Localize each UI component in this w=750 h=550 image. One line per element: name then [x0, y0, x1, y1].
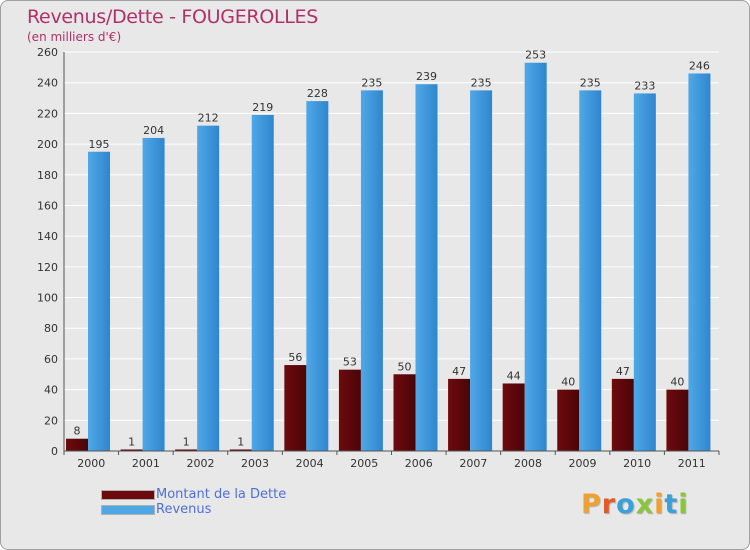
- x-tick-label: 2000: [77, 457, 105, 470]
- bar-dette: [448, 378, 471, 451]
- value-label-revenus: 235: [471, 76, 492, 89]
- legend-label-revenus: Revenus: [156, 502, 212, 517]
- value-label-revenus: 195: [89, 138, 110, 151]
- y-tick-label: 100: [37, 292, 58, 305]
- legend-swatch-dette: [101, 490, 155, 500]
- value-label-dette: 8: [74, 425, 81, 438]
- value-label-dette: 1: [183, 435, 190, 448]
- logo-letter: P: [581, 489, 602, 520]
- bar-dette: [229, 449, 252, 451]
- bar-dette: [175, 449, 198, 451]
- bar-revenus: [470, 90, 493, 451]
- legend-swatch-revenus: [101, 505, 155, 515]
- y-tick-label: 200: [37, 138, 58, 151]
- x-tick-label: 2001: [132, 457, 160, 470]
- bars: [66, 62, 711, 452]
- x-tick-label: 2009: [569, 457, 597, 470]
- logo-letter: x: [635, 489, 655, 520]
- value-label-dette: 56: [288, 351, 302, 364]
- bar-dette: [393, 374, 416, 451]
- bar-revenus: [688, 73, 711, 451]
- y-tick-label: 60: [44, 353, 58, 366]
- y-tick-label: 260: [37, 46, 58, 59]
- value-label-revenus: 212: [198, 112, 219, 125]
- y-tick-label: 160: [37, 199, 58, 212]
- x-tick-label: 2005: [350, 457, 378, 470]
- logo-letter: o: [616, 489, 636, 520]
- value-label-revenus: 253: [525, 49, 546, 62]
- bar-dette: [66, 438, 88, 451]
- bar-revenus: [251, 114, 274, 452]
- bar-dette: [120, 449, 143, 451]
- value-label-dette: 50: [398, 360, 412, 373]
- value-label-revenus: 235: [361, 76, 382, 89]
- x-tick-label: 2004: [296, 457, 324, 470]
- value-label-dette: 44: [507, 369, 521, 382]
- bar-revenus: [142, 137, 165, 451]
- y-tick-label: 0: [51, 445, 58, 458]
- bar-dette: [284, 365, 307, 451]
- value-label-revenus: 246: [689, 59, 710, 72]
- bar-dette: [502, 383, 525, 451]
- y-tick-label: 20: [44, 414, 58, 427]
- bar-revenus: [524, 62, 547, 451]
- y-tick-label: 220: [37, 107, 58, 120]
- value-label-revenus: 228: [307, 87, 328, 100]
- logo-letter: r: [601, 489, 617, 520]
- value-label-revenus: 239: [416, 70, 437, 83]
- bar-revenus: [360, 90, 383, 451]
- logo-letter: t: [664, 489, 679, 520]
- legend-label-dette: Montant de la Dette: [156, 487, 287, 502]
- grid-lines: [64, 51, 719, 452]
- bar-dette: [611, 378, 634, 451]
- bar-revenus: [88, 151, 110, 451]
- bar-revenus: [633, 93, 656, 451]
- x-tick-label: 2007: [459, 457, 487, 470]
- x-tick-label: 2010: [623, 457, 651, 470]
- x-tick-label: 2002: [186, 457, 214, 470]
- value-label-dette: 1: [128, 435, 135, 448]
- value-label-dette: 47: [616, 365, 630, 378]
- y-tick-label: 240: [37, 77, 58, 90]
- bar-revenus: [306, 101, 329, 451]
- bar-revenus: [197, 125, 220, 452]
- bar-dette: [557, 389, 580, 451]
- axes: 0204060801001201401601802002202402602000…: [37, 46, 720, 470]
- logo-letter: i: [654, 489, 665, 520]
- bar-revenus: [579, 90, 602, 451]
- y-tick-label: 140: [37, 230, 58, 243]
- x-tick-label: 2008: [514, 457, 542, 470]
- proxiti-logo: Proxiti: [581, 489, 689, 520]
- value-label-dette: 53: [343, 356, 357, 369]
- y-tick-label: 180: [37, 169, 58, 182]
- bar-dette: [338, 369, 361, 451]
- value-label-revenus: 219: [252, 101, 273, 114]
- value-label-dette: 40: [561, 376, 575, 389]
- chart-title: Revenus/Dette - FOUGEROLLES: [27, 6, 319, 28]
- value-label-dette: 1: [237, 435, 244, 448]
- y-tick-label: 40: [44, 384, 58, 397]
- value-label-dette: 40: [670, 376, 684, 389]
- value-label-revenus: 233: [634, 79, 655, 92]
- bar-revenus: [415, 84, 438, 451]
- logo-letter: i: [678, 489, 689, 520]
- x-tick-label: 2006: [405, 457, 433, 470]
- chart-subtitle: (en milliers d'€): [27, 30, 122, 44]
- value-label-dette: 47: [452, 365, 466, 378]
- x-tick-label: 2011: [678, 457, 706, 470]
- value-labels: 8 195 1 204 1 212 1 219 56 228 53 235 50 239 47 235 44 25…: [74, 49, 710, 449]
- bar-dette: [666, 389, 689, 451]
- value-label-revenus: 204: [143, 124, 164, 137]
- value-label-revenus: 235: [580, 76, 601, 89]
- y-tick-label: 80: [44, 322, 58, 335]
- y-tick-label: 120: [37, 261, 58, 274]
- x-tick-label: 2003: [241, 457, 269, 470]
